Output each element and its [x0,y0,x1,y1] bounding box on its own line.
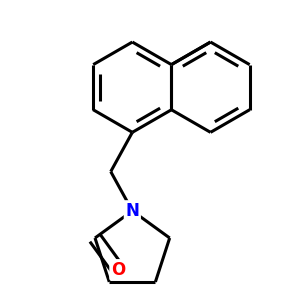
Text: O: O [111,261,125,279]
Text: N: N [125,202,139,220]
